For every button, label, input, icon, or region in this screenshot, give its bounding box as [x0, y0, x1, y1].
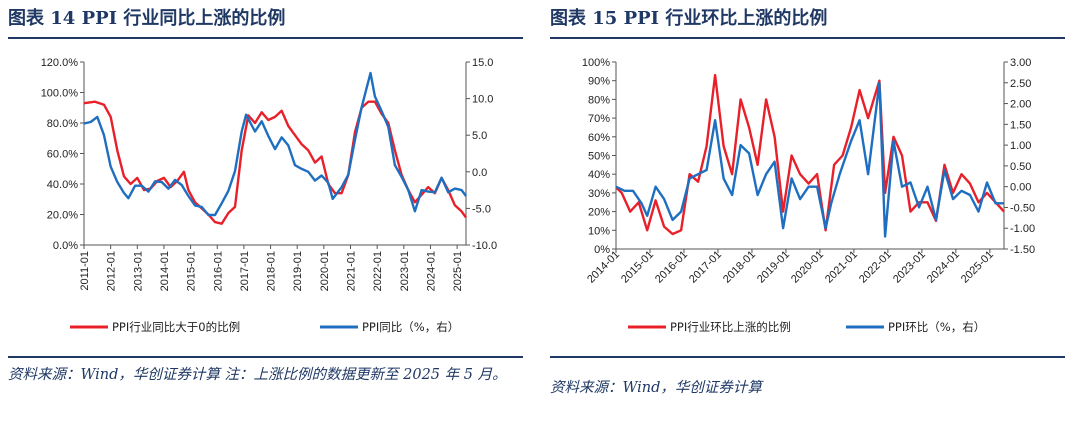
- x-tick-label: 2022-01: [372, 251, 384, 291]
- x-tick-label: 2021-01: [823, 249, 860, 286]
- y-right-tick-label: 2.50: [1010, 78, 1031, 90]
- y-right-tick-label: 0.00: [1010, 182, 1031, 194]
- y-right-tick-label: 5.0: [472, 130, 487, 142]
- figure-14: 图表 14 PPI 行业同比上涨的比例 0.0% 20.0% 40.0% 60.0% 8…: [8, 0, 523, 423]
- legend-label: PPI环比（%，右）: [888, 320, 985, 334]
- chart-ppi-mom-share: 0% 10% 20% 30% 40% 50% 60% 70% 80% 90% 100% -1.50 -1…: [582, 57, 1035, 334]
- x-tick-label: 2019-01: [292, 251, 304, 291]
- y-left-tick-label: 100.0%: [41, 88, 79, 100]
- y-right-tick-label: 1.50: [1010, 119, 1031, 131]
- x-tick-label: 2021-01: [346, 251, 358, 291]
- legend-label: PPI行业环比上涨的比例: [670, 320, 791, 334]
- x-tick-label: 2020-01: [319, 251, 331, 291]
- legend-label: PPI行业同比大于0的比例: [112, 320, 240, 334]
- chart-ppi-yoy-share: 0.0% 20.0% 40.0% 60.0% 80.0% 100.0% 120.0% -10.…: [41, 57, 497, 334]
- y-left-tick-label: 0.0%: [53, 240, 78, 252]
- y-right-tick-label: 10.0: [472, 94, 493, 106]
- y-right-tick-label: 1.00: [1010, 140, 1031, 152]
- x-tick-label: 2014-01: [159, 251, 171, 291]
- y-left-tick-label: 80%: [588, 94, 610, 106]
- x-tick-label: 2017-01: [239, 251, 251, 291]
- series-line: [615, 81, 1004, 238]
- y-left-tick-label: 40%: [588, 169, 610, 181]
- legend-label: PPI同比（%，右）: [362, 320, 459, 334]
- x-tick-label: 2025-01: [452, 251, 464, 291]
- y-right-tick-label: -5.0: [472, 203, 491, 215]
- y-right-tick-label: -1.00: [1010, 223, 1035, 235]
- source-note: 资料来源：Wind，华创证券计算 注：上涨比例的数据更新至 2025 年 5 月…: [8, 367, 507, 383]
- x-tick-label: 2025-01: [959, 249, 996, 286]
- y-left-tick-label: 60.0%: [47, 149, 78, 161]
- y-left-tick-label: 40.0%: [47, 179, 78, 191]
- source-note: 资料来源：Wind，华创证券计算: [550, 380, 762, 396]
- y-right-tick-label: 0.50: [1010, 161, 1031, 173]
- y-left-tick-label: 50%: [588, 151, 610, 163]
- figure-title: 图表 15 PPI 行业环比上涨的比例: [550, 8, 828, 29]
- title-rule: [8, 37, 523, 39]
- x-tick-label: 2016-01: [212, 251, 224, 291]
- source-rule: [550, 356, 1065, 358]
- y-left-tick-label: 70%: [588, 113, 610, 125]
- y-left-tick-label: 120.0%: [41, 57, 79, 69]
- title-rule: [550, 37, 1065, 39]
- x-tick-label: 2011-01: [79, 251, 91, 291]
- x-tick-label: 2020-01: [789, 249, 826, 286]
- x-tick-label: 2012-01: [106, 251, 118, 291]
- x-tick-label: 2015-01: [619, 249, 656, 286]
- y-left-tick-label: 60%: [588, 132, 610, 144]
- x-tick-label: 2024-01: [925, 249, 962, 286]
- y-right-tick-label: 2.00: [1010, 99, 1031, 111]
- y-right-tick-label: 0.0: [472, 167, 487, 179]
- x-tick-label: 2023-01: [891, 249, 928, 286]
- y-left-tick-label: 80.0%: [47, 118, 78, 130]
- x-tick-label: 2019-01: [755, 249, 792, 286]
- y-left-tick-label: 30%: [588, 188, 610, 200]
- x-tick-label: 2018-01: [266, 251, 278, 291]
- x-tick-label: 2023-01: [399, 251, 411, 291]
- series-line: [83, 71, 467, 217]
- series-line: [83, 100, 467, 225]
- source-rule: [8, 356, 523, 358]
- y-left-tick-label: 100%: [582, 57, 610, 69]
- y-left-tick-label: 20.0%: [47, 210, 78, 222]
- series-line: [615, 73, 1005, 236]
- y-left-tick-label: 90%: [588, 76, 610, 88]
- y-right-tick-label: -0.50: [1010, 202, 1035, 214]
- x-tick-label: 2022-01: [857, 249, 894, 286]
- x-tick-label: 2015-01: [186, 251, 198, 291]
- y-left-tick-label: 20%: [588, 207, 610, 219]
- figure-15: 图表 15 PPI 行业环比上涨的比例 0% 10% 20% 30% 40% 50% 60%…: [550, 0, 1065, 423]
- y-right-tick-label: -10.0: [472, 240, 497, 252]
- x-tick-label: 2024-01: [425, 251, 437, 291]
- x-tick-label: 2013-01: [132, 251, 144, 291]
- x-tick-label: 2018-01: [721, 249, 758, 286]
- x-tick-label: 2017-01: [687, 249, 724, 286]
- y-left-tick-label: 0%: [594, 244, 610, 256]
- y-right-tick-label: 15.0: [472, 57, 493, 69]
- y-right-tick-label: -1.50: [1010, 244, 1035, 256]
- y-left-tick-label: 10%: [588, 225, 610, 237]
- figure-title: 图表 14 PPI 行业同比上涨的比例: [8, 8, 286, 29]
- y-right-tick-label: 3.00: [1010, 57, 1031, 69]
- x-tick-label: 2016-01: [653, 249, 690, 286]
